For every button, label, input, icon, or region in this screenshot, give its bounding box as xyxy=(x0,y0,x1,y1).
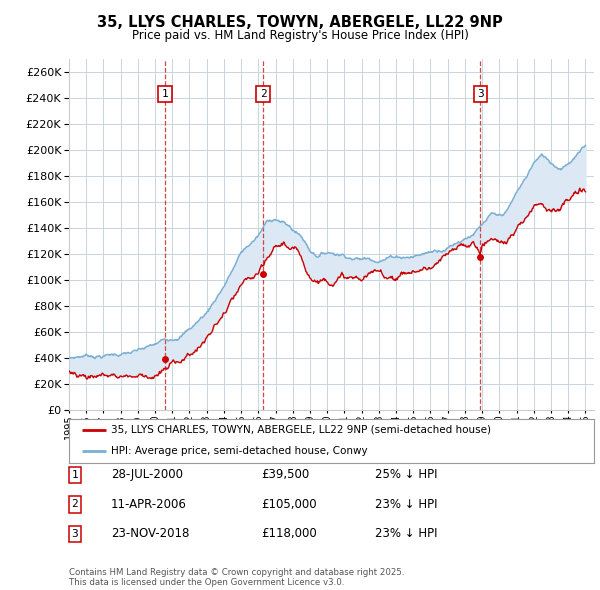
Text: Contains HM Land Registry data © Crown copyright and database right 2025.
This d: Contains HM Land Registry data © Crown c… xyxy=(69,568,404,587)
Text: 1: 1 xyxy=(161,89,168,99)
Text: £39,500: £39,500 xyxy=(261,468,309,481)
Text: 35, LLYS CHARLES, TOWYN, ABERGELE, LL22 9NP: 35, LLYS CHARLES, TOWYN, ABERGELE, LL22 … xyxy=(97,15,503,30)
Text: HPI: Average price, semi-detached house, Conwy: HPI: Average price, semi-detached house,… xyxy=(111,446,368,455)
Text: 2: 2 xyxy=(71,500,79,509)
Text: 25% ↓ HPI: 25% ↓ HPI xyxy=(375,468,437,481)
Text: 35, LLYS CHARLES, TOWYN, ABERGELE, LL22 9NP (semi-detached house): 35, LLYS CHARLES, TOWYN, ABERGELE, LL22 … xyxy=(111,425,491,435)
Text: £105,000: £105,000 xyxy=(261,498,317,511)
Text: 28-JUL-2000: 28-JUL-2000 xyxy=(111,468,183,481)
Text: 23% ↓ HPI: 23% ↓ HPI xyxy=(375,527,437,540)
Text: Price paid vs. HM Land Registry's House Price Index (HPI): Price paid vs. HM Land Registry's House … xyxy=(131,30,469,42)
Text: £118,000: £118,000 xyxy=(261,527,317,540)
Text: 11-APR-2006: 11-APR-2006 xyxy=(111,498,187,511)
Text: 1: 1 xyxy=(71,470,79,480)
Text: 3: 3 xyxy=(71,529,79,539)
Text: 2: 2 xyxy=(260,89,266,99)
Text: 23% ↓ HPI: 23% ↓ HPI xyxy=(375,498,437,511)
Text: 23-NOV-2018: 23-NOV-2018 xyxy=(111,527,190,540)
Text: 3: 3 xyxy=(477,89,484,99)
